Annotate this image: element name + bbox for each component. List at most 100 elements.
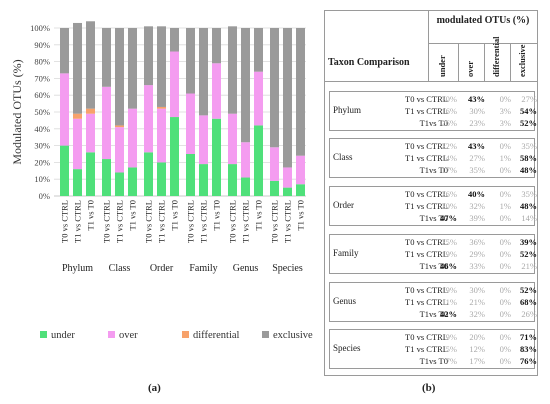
bar-label: T0 vs CTRL <box>60 200 70 243</box>
bar-segment-exclusive <box>128 28 137 109</box>
panel-label-b: (b) <box>422 382 436 394</box>
cell-over: 32% <box>469 309 485 319</box>
bar-segment-exclusive <box>86 21 95 109</box>
comparison-label: T1 vs CTRL <box>405 153 448 163</box>
cell-differential: 0% <box>499 249 511 259</box>
cell-differential: 0% <box>499 332 511 342</box>
bar-label: T1 vs T0 <box>296 200 306 231</box>
cell-over: 21% <box>469 297 485 307</box>
bar-segment-under <box>186 154 195 196</box>
cell-over: 40% <box>468 189 485 199</box>
y-tick-label: 30% <box>34 141 50 151</box>
bar-label: T1 vs CTRL <box>241 200 251 243</box>
bar-label: T0 vs CTRL <box>144 200 154 243</box>
summary-table: modulated OTUs (%) Taxon Comparison under o… <box>324 10 538 376</box>
comparison-label: T1vs T0 <box>419 261 448 271</box>
legend-swatch-differential <box>182 331 189 338</box>
group-label: Class <box>109 263 131 274</box>
bar-segment-over <box>283 167 292 188</box>
bar-segment-under <box>60 145 69 196</box>
bar-segment-over <box>199 115 208 165</box>
cell-exclusive: 35% <box>521 141 537 151</box>
column-header-exclusive: exclusive <box>517 44 527 77</box>
cell-exclusive: 14% <box>521 213 537 223</box>
bar-segment-exclusive <box>102 28 111 87</box>
bar-segment-exclusive <box>115 28 124 126</box>
comparison-label: T0 vs CTRL <box>405 332 448 342</box>
comparison-label: T1vs T0 <box>419 309 448 319</box>
comparison-label: T1vs T0 <box>419 213 448 223</box>
cell-under: 26% <box>441 118 457 128</box>
legend-swatch-over <box>108 331 115 338</box>
cell-over: 32% <box>469 201 485 211</box>
cell-exclusive: 83% <box>520 344 537 354</box>
stacked-bar-chart: 0% 10% 20% 30% 40% 50% 60% 70% 80% 90% 100% Modulat… <box>10 21 313 341</box>
group-name: Family <box>333 248 359 258</box>
cell-differential: 0% <box>499 165 511 175</box>
bar-segment-over <box>128 108 137 168</box>
cell-exclusive: 76% <box>520 356 537 366</box>
y-tick-label: 50% <box>34 107 50 117</box>
bar-label: T1 vs T0 <box>86 200 96 231</box>
bar-segment-exclusive <box>296 28 305 156</box>
cell-under: 14% <box>441 153 457 163</box>
cell-differential: 0% <box>499 261 511 271</box>
table-group-order: Order T0 vs CTRL 26% 40% 0% 35% T1 vs CTRL 20% 3… <box>329 186 537 226</box>
table-group-phylum: Phylum T0 vs CTRL 30% 43% 0% 27% T1 vs CTRL 16%… <box>329 91 537 131</box>
cell-over: 39% <box>469 213 485 223</box>
cell-under: 5% <box>445 344 457 354</box>
bar-segment-exclusive <box>144 26 153 86</box>
bar-segment-over <box>186 93 195 154</box>
bar-label: T0 vs CTRL <box>228 200 238 243</box>
comparison-label: T0 vs CTRL <box>405 94 448 104</box>
row-header-label: Taxon Comparison <box>328 57 410 68</box>
bar-label: T1 vs CTRL <box>73 200 83 243</box>
bar-label: T0 vs CTRL <box>186 200 196 243</box>
cell-differential: 0% <box>499 189 511 199</box>
cell-exclusive: 48% <box>520 201 537 211</box>
bar-segment-under <box>270 180 279 196</box>
column-divider <box>484 44 485 81</box>
cell-under: 20% <box>441 201 457 211</box>
cell-under: 19% <box>441 249 457 259</box>
cell-under: 17% <box>441 165 457 175</box>
table-group-class: Class T0 vs CTRL 22% 43% 0% 35% T1 vs CTRL 14% 2… <box>329 138 537 178</box>
cell-under: 19% <box>441 285 457 295</box>
bar-label: T1 vs CTRL <box>157 200 167 243</box>
group-label: Order <box>150 263 174 274</box>
cell-exclusive: 27% <box>521 94 537 104</box>
bar-segment-over <box>115 127 124 173</box>
column-header-under: under <box>437 55 447 77</box>
comparison-label: T0 vs CTRL <box>405 285 448 295</box>
bar-label: T0 vs CTRL <box>102 200 112 243</box>
bar-segment-exclusive <box>254 28 263 72</box>
cell-exclusive: 52% <box>520 249 537 259</box>
bar-segment-exclusive <box>73 22 82 114</box>
bar-segment-under <box>73 169 82 196</box>
legend-label-under: under <box>51 330 75 341</box>
group-name: Genus <box>333 296 356 306</box>
group-label: Phylum <box>62 263 93 274</box>
column-divider <box>458 44 459 81</box>
table-group-family: Family T0 vs CTRL 25% 36% 0% 39% T1 vs CTRL 19%… <box>329 234 537 274</box>
cell-differential: 0% <box>499 237 511 247</box>
header-bottom-rule <box>325 81 537 82</box>
cell-over: 43% <box>468 141 485 151</box>
y-tick-label: 40% <box>34 124 50 134</box>
comparison-label: T1 vs CTRL <box>405 249 448 259</box>
bar-segment-over <box>102 86 111 160</box>
bar-segment-over <box>157 108 166 163</box>
cell-differential: 1% <box>499 153 511 163</box>
cell-under: 42% <box>440 309 457 319</box>
bar-segment-under <box>102 159 111 196</box>
y-tick-label: 20% <box>34 157 50 167</box>
bar-label: T1 vs CTRL <box>115 200 125 243</box>
bar-segment-over <box>228 113 237 165</box>
cell-exclusive: 68% <box>520 297 537 307</box>
bar-segment-over <box>254 71 263 126</box>
comparison-label: T1vs T0 <box>419 118 448 128</box>
cell-exclusive: 26% <box>521 309 537 319</box>
cell-differential: 1% <box>499 201 511 211</box>
cell-differential: 0% <box>499 344 511 354</box>
bar-segment-under <box>212 118 221 196</box>
